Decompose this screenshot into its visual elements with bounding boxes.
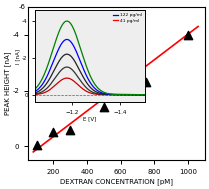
Text: -6: -6 [18, 4, 25, 10]
Point [35, 143, 38, 146]
Point [186, 33, 190, 36]
X-axis label: DEXTRAN CONCENTRATION [pM]: DEXTRAN CONCENTRATION [pM] [60, 178, 173, 185]
Point [69, 128, 72, 131]
Point [144, 81, 148, 84]
Point [102, 106, 106, 109]
Y-axis label: PEAK HEIGHT [nA]: PEAK HEIGHT [nA] [4, 52, 11, 115]
Point [52, 131, 55, 134]
